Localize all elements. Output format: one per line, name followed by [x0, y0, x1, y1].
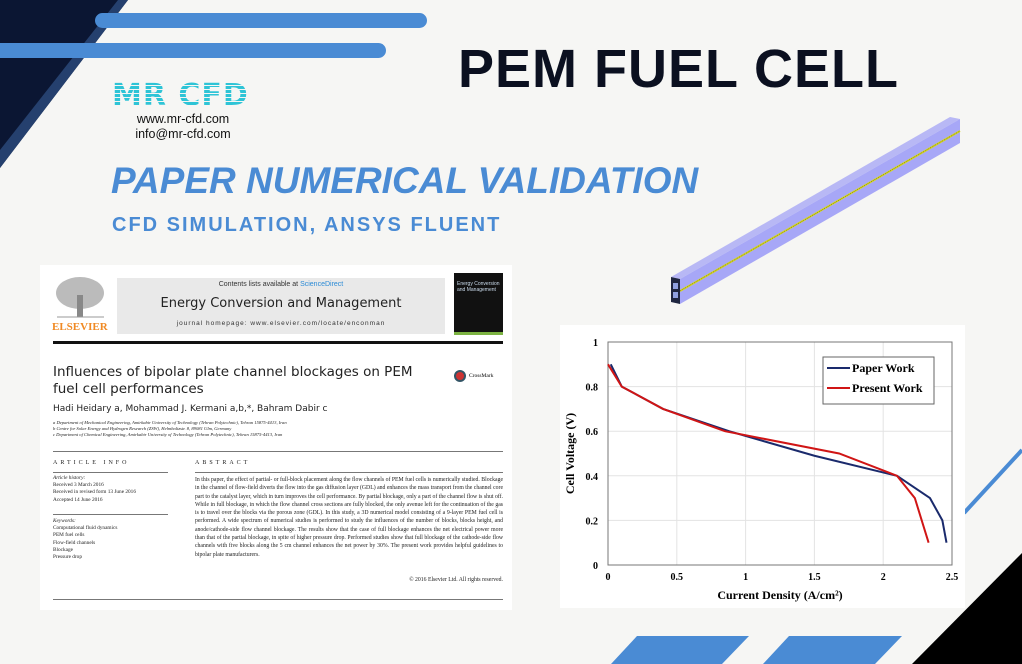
- logo-wordmark: MR CFD: [112, 78, 249, 113]
- legend-label: Present Work: [852, 381, 923, 395]
- divider: [53, 451, 503, 452]
- y-tick-label: 0.2: [586, 516, 599, 527]
- crossmark-badge[interactable]: CrossMark: [454, 370, 493, 382]
- abstract-heading: ABSTRACT: [195, 460, 251, 466]
- accent-diagonal-line: [962, 448, 1022, 515]
- paper-authors: Hadi Heidary a, Mohammad J. Kermani a,b,…: [53, 404, 328, 414]
- journal-banner: Contents lists available at ScienceDirec…: [117, 278, 445, 334]
- x-tick-label: 1: [743, 572, 748, 583]
- x-tick-label: 2.5: [946, 572, 959, 583]
- y-tick-label: 1: [593, 338, 598, 349]
- fuel-cell-3d-model: [671, 117, 961, 304]
- series-line-present-work: [607, 363, 930, 543]
- paper-excerpt: ELSEVIER Contents lists available at Sci…: [40, 265, 512, 610]
- legend-box: [822, 356, 935, 405]
- polarization-chart: 0 0.5 1 1.5 2 2.5 0 0.2 0.4 0.6 0.8 1 Current Densit…: [560, 325, 965, 608]
- x-tick-label: 0.5: [671, 572, 684, 583]
- x-tick-label: 0: [606, 572, 611, 583]
- corner-band: [0, 0, 128, 168]
- journal-cover: Energy Conversion and Management: [454, 273, 503, 335]
- divider: [53, 472, 168, 473]
- main-title: PEM FUEL CELL: [458, 39, 900, 99]
- y-tick-label: 0.8: [586, 383, 599, 394]
- email-link[interactable]: info@mr-cfd.com: [135, 127, 231, 141]
- tagline: CFD SIMULATION, ANSYS FLUENT: [112, 214, 502, 236]
- elsevier-tree-logo: [52, 275, 110, 319]
- elsevier-wordmark: ELSEVIER: [52, 321, 108, 333]
- y-tick-label: 0.6: [586, 427, 599, 438]
- sciencedirect-link[interactable]: ScienceDirect: [300, 281, 344, 288]
- y-tick-label: 0.4: [586, 472, 599, 483]
- divider: [53, 599, 503, 600]
- article-history: Article history: Received 3 March 2016 R…: [53, 475, 136, 503]
- x-tick-label: 1.5: [808, 572, 821, 583]
- x-axis-label: Current Density (A/cm²): [717, 588, 842, 602]
- abstract-text: In this paper, the effect of partial- or…: [195, 477, 503, 558]
- keywords: Keywords: Computational fluid dynamics P…: [53, 518, 118, 561]
- divider: [195, 472, 503, 473]
- accent-bar-1: [95, 13, 427, 28]
- brand-logo: MR CFD: [112, 78, 249, 113]
- website-link[interactable]: www.mr-cfd.com: [136, 112, 230, 126]
- paper-title: Influences of bipolar plate channel bloc…: [53, 364, 413, 397]
- brand-contact: www.mr-cfd.com info@mr-cfd.com: [133, 112, 233, 142]
- y-tick-label: 0: [593, 561, 598, 572]
- divider: [53, 514, 168, 515]
- chart-svg: 0 0.5 1 1.5 2 2.5 0 0.2 0.4 0.6 0.8 1 Current Densit…: [563, 338, 959, 602]
- y-axis-label: Cell Voltage (V): [563, 413, 577, 494]
- copyright: © 2016 Elsevier Ltd. All rights reserved…: [409, 577, 503, 583]
- subtitle: PAPER NUMERICAL VALIDATION: [111, 160, 699, 201]
- x-tick-label: 2: [881, 572, 886, 583]
- contents-label: Contents lists available at: [218, 281, 301, 288]
- journal-homepage[interactable]: journal homepage: www.elsevier.com/locat…: [176, 320, 386, 327]
- accent-parallelogram-2: [763, 636, 902, 664]
- journal-name: Energy Conversion and Management: [160, 296, 402, 311]
- affiliations: a Department of Mechanical Engineering, …: [53, 420, 287, 437]
- article-info-heading: ARTICLE INFO: [53, 460, 130, 466]
- crossmark-icon: [454, 370, 466, 382]
- accent-parallelogram-1: [611, 636, 749, 664]
- plot-frame: [607, 341, 953, 566]
- legend-label: Paper Work: [852, 361, 915, 375]
- corner-triangle-bottom-right: [912, 553, 1022, 664]
- accent-bar-2: [0, 43, 386, 58]
- header-rule: [53, 341, 503, 344]
